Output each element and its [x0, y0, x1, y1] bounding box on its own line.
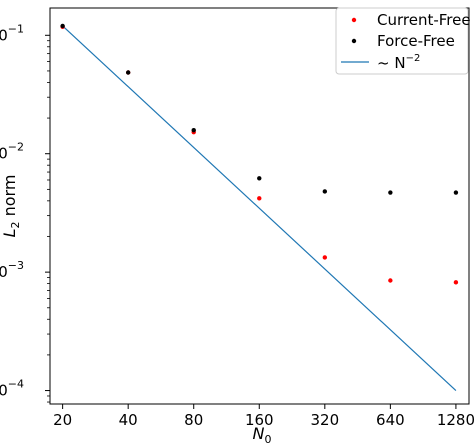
x-tick-label: 40 — [119, 411, 138, 429]
legend-label-power-law: ~ N−2 — [377, 53, 420, 72]
legend-marker-current-free — [351, 17, 357, 23]
point-current-free — [257, 196, 262, 201]
point-force-free — [453, 190, 459, 195]
x-tick-label: 1280 — [437, 411, 474, 429]
x-tick-label: 160 — [245, 411, 274, 429]
legend-marker-force-free — [351, 38, 357, 44]
y-axis-label-rest: norm — [0, 175, 19, 222]
y-tick-label-exp: −4 — [8, 378, 24, 391]
legend-label-current-free: Current-Free — [377, 11, 471, 29]
legend: Current-Free Force-Free ~ N−2 — [335, 7, 471, 75]
y-tick-label-base: 10 — [0, 263, 8, 281]
y-tick-label: 10−4 — [0, 378, 24, 400]
series-layer — [60, 23, 459, 391]
x-tick-label: 20 — [53, 411, 72, 429]
power-law-line — [62, 25, 457, 391]
point-current-free — [453, 280, 459, 285]
y-tick-label: 10−1 — [0, 22, 24, 44]
legend-label-force-free: Force-Free — [377, 32, 455, 50]
y-tick-label: 10−3 — [0, 259, 24, 281]
legend-label-power-law-exp: −2 — [406, 53, 421, 64]
y-tick-label-exp: −2 — [8, 141, 24, 154]
x-tick-label: 320 — [310, 411, 339, 429]
point-current-free — [388, 278, 393, 283]
x-tick-label: 80 — [184, 411, 203, 429]
point-force-free — [388, 190, 393, 195]
y-tick-label-exp: −3 — [8, 259, 24, 272]
y-axis-label-main: L — [0, 228, 19, 237]
x-tick-label: 640 — [376, 411, 405, 429]
y-tick-label-base: 10 — [0, 382, 8, 400]
point-force-free — [322, 189, 328, 194]
y-tick-label-base: 10 — [0, 145, 8, 163]
legend-label-power-law-main: ~ N — [377, 54, 406, 72]
y-tick-label: 10−2 — [0, 141, 24, 163]
x-axis-label: N0 — [253, 424, 272, 445]
point-force-free — [191, 127, 196, 133]
x-axis-label-main: N — [253, 424, 265, 443]
point-current-free — [322, 255, 328, 260]
point-force-free — [125, 70, 131, 75]
y-axis-label-sub: 2 — [9, 221, 22, 228]
y-tick-label-exp: −1 — [8, 22, 24, 35]
axis-ticks: 204080160320640128010−110−210−310−4 — [0, 22, 474, 429]
point-force-free — [60, 23, 65, 29]
x-axis-label-sub: 0 — [264, 433, 271, 445]
point-force-free — [257, 176, 262, 181]
y-tick-label-base: 10 — [0, 26, 8, 44]
y-axis-label: L2 norm — [0, 175, 22, 238]
legend-box — [335, 7, 469, 75]
